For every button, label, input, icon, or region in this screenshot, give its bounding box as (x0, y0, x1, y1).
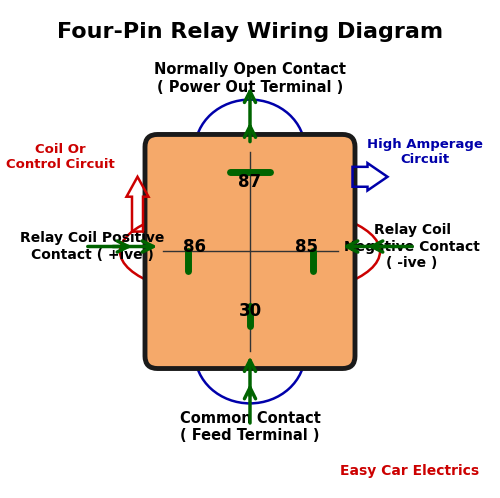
Text: Coil Or
Control Circuit: Coil Or Control Circuit (6, 143, 114, 171)
Text: 87: 87 (238, 173, 262, 191)
Text: Relay Coil
Negative Contact
( -ive ): Relay Coil Negative Contact ( -ive ) (344, 223, 480, 270)
FancyBboxPatch shape (145, 134, 355, 369)
Text: Easy Car Electrics: Easy Car Electrics (340, 464, 479, 478)
Text: Common Contact
( Feed Terminal ): Common Contact ( Feed Terminal ) (180, 411, 320, 443)
Text: Relay Coil Positive
Contact ( +ive ): Relay Coil Positive Contact ( +ive ) (20, 232, 165, 261)
Text: 85: 85 (294, 238, 318, 255)
Text: High Amperage
Circuit: High Amperage Circuit (367, 138, 483, 166)
Text: Four-Pin Relay Wiring Diagram: Four-Pin Relay Wiring Diagram (57, 22, 443, 42)
Text: 30: 30 (238, 302, 262, 320)
Text: Normally Open Contact
( Power Out Terminal ): Normally Open Contact ( Power Out Termin… (154, 62, 346, 95)
Text: 86: 86 (182, 238, 206, 255)
